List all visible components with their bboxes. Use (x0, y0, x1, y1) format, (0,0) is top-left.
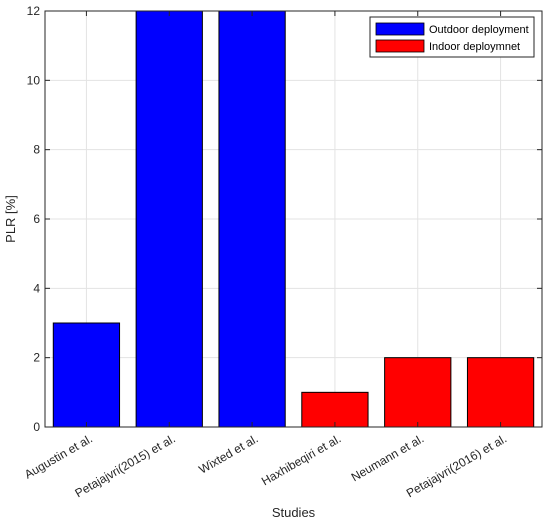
y-tick-label: 10 (27, 73, 41, 87)
y-tick-label: 0 (33, 420, 40, 434)
bar (52, 322, 121, 428)
y-tick-label: 2 (33, 351, 40, 365)
bar (135, 10, 203, 428)
bar (218, 10, 286, 428)
y-tick-label: 6 (33, 212, 40, 226)
x-tick-label: Wixted et al. (196, 431, 260, 476)
y-tick-label: 8 (33, 143, 40, 157)
x-tick-label: Haxhibeqiri et al. (259, 431, 343, 488)
y-axis-label: PLR [%] (3, 195, 18, 243)
bar (466, 357, 535, 428)
x-tick-label: Augustin et al. (22, 431, 95, 481)
bars-group (52, 10, 535, 428)
bar (301, 391, 369, 428)
y-axis-ticks: 0 2 4 6 8 10 12 (27, 4, 542, 434)
y-tick-label: 4 (33, 281, 40, 295)
legend: Outdoor deployment Indoor deploymnet (369, 16, 535, 58)
legend-swatch-outdoor (375, 22, 425, 36)
y-tick-label: 12 (27, 4, 41, 18)
legend-swatch-indoor (375, 39, 425, 53)
bar (384, 357, 452, 428)
legend-label-indoor: Indoor deploymnet (429, 41, 520, 53)
legend-label-outdoor: Outdoor deployment (429, 24, 529, 36)
x-axis-label: Studies (272, 505, 316, 520)
x-tick-label: Neumann et al. (349, 431, 426, 484)
